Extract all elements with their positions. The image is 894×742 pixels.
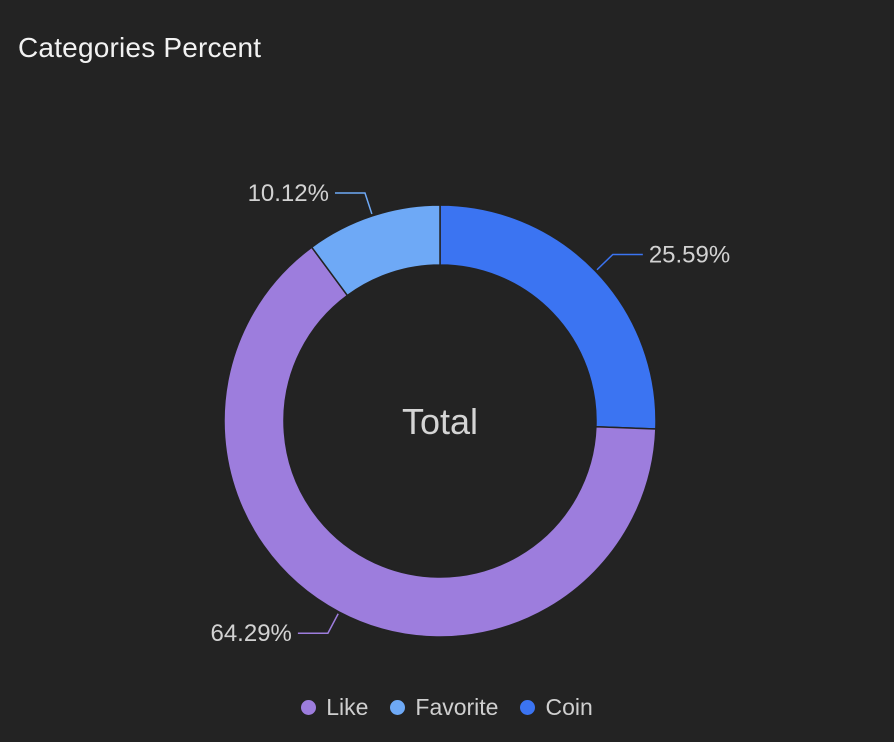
legend-item-favorite[interactable]: Favorite — [390, 694, 498, 721]
leader-line-coin — [596, 253, 643, 271]
legend-item-like[interactable]: Like — [301, 694, 368, 721]
chart-legend: Like Favorite Coin — [0, 694, 894, 721]
slice-label-favorite: 10.12% — [248, 180, 329, 207]
slice-favorite[interactable] — [310, 204, 441, 297]
chart-title: Categories Percent — [18, 32, 262, 63]
center-label: Total — [402, 401, 478, 442]
legend-item-coin[interactable]: Coin — [520, 694, 593, 721]
slice-label-coin: 25.59% — [649, 241, 730, 268]
slice-like[interactable] — [223, 246, 657, 638]
legend-dot-icon — [390, 700, 406, 715]
legend-label: Coin — [545, 694, 593, 720]
slices-layer — [223, 204, 657, 638]
leader-line-favorite — [334, 192, 373, 215]
legend-dot-icon — [520, 700, 536, 715]
legend-dot-icon — [301, 700, 317, 715]
legend-label: Favorite — [415, 694, 499, 720]
slice-coin[interactable] — [439, 204, 657, 430]
legend-label: Like — [326, 694, 369, 720]
slice-label-like: 64.29% — [210, 620, 291, 647]
labels-layer: 25.59% 64.29% 10.12% — [210, 180, 730, 647]
leader-line-like — [297, 613, 339, 634]
